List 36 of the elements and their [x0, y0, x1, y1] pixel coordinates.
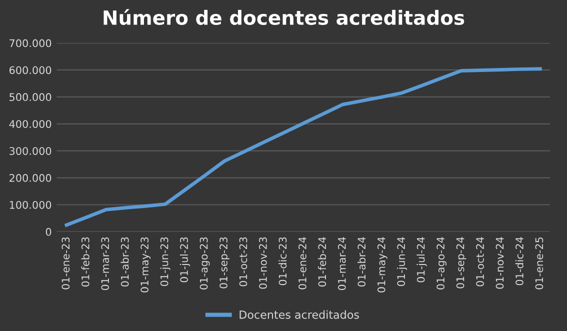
- x-tick-label: 01-ene-23: [62, 237, 70, 290]
- x-tick-label: 01-abr-23: [120, 237, 129, 287]
- x-tick-label: 01-ene-25: [535, 237, 544, 290]
- x-tick-label: 01-jul-23: [180, 237, 190, 282]
- y-tick-label: 400.000: [9, 120, 52, 128]
- x-tick-label: 01-nov-24: [496, 237, 504, 289]
- x-tick-label: 01-mar-24: [338, 237, 346, 290]
- y-tick-label: 200.000: [10, 174, 52, 182]
- x-tick-label: 01-oct-24: [476, 237, 484, 286]
- x-tick-label: 01-may-24: [377, 237, 388, 292]
- x-tick-label: 01-jun-23: [160, 237, 170, 286]
- y-tick-label: 0: [46, 228, 52, 236]
- x-tick-label: 01-jul-24: [416, 237, 427, 282]
- y-tick-label: 700.000: [10, 39, 52, 48]
- x-tick-label: 01-oct-23: [239, 237, 248, 286]
- x-tick-label: 01-ene-24: [298, 237, 306, 290]
- x-tick-label: 01-ago-23: [200, 237, 210, 290]
- legend-label: Docentes acreditados: [240, 310, 359, 319]
- y-tick-label: 500.000: [10, 93, 52, 102]
- x-tick-label: 01-nov-23: [259, 237, 267, 289]
- x-tick-label: 01-dic-23: [278, 237, 287, 286]
- chart-title: Número de docentes acreditados: [104, 9, 464, 25]
- x-tick-label: 01-may-23: [140, 237, 151, 292]
- y-tick-label: 600.000: [9, 66, 52, 74]
- x-tick-label: 01-ago-24: [436, 237, 447, 290]
- x-tick-label: 01-feb-23: [81, 237, 90, 287]
- x-tick-label: 01-abr-24: [358, 237, 366, 287]
- x-tick-label: 01-mar-23: [101, 237, 110, 290]
- x-tick-label: 01-dic-24: [515, 237, 524, 286]
- x-tick-label: 01-feb-24: [318, 237, 326, 287]
- x-tick-label: 01-sep-23: [220, 237, 230, 288]
- x-tick-label: 01-jun-24: [396, 237, 408, 286]
- x-tick-label: 01-sep-24: [456, 237, 466, 288]
- y-tick-label: 300.000: [10, 147, 52, 155]
- y-tick-label: 100.000: [10, 200, 52, 209]
- line-series: [64, 67, 542, 227]
